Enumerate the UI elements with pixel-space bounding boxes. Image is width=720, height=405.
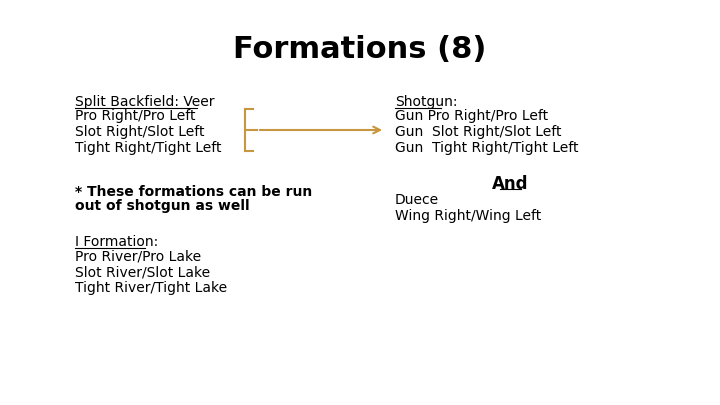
- Text: Pro River/Pro Lake: Pro River/Pro Lake: [75, 249, 201, 263]
- Text: Tight Right/Tight Left: Tight Right/Tight Left: [75, 141, 222, 155]
- Text: Pro Right/Pro Left: Pro Right/Pro Left: [75, 109, 196, 123]
- Text: I Formation:: I Formation:: [75, 235, 158, 249]
- Text: And: And: [492, 175, 528, 193]
- Text: Gun  Tight Right/Tight Left: Gun Tight Right/Tight Left: [395, 141, 578, 155]
- Text: Tight River/Tight Lake: Tight River/Tight Lake: [75, 281, 227, 295]
- Text: Slot Right/Slot Left: Slot Right/Slot Left: [75, 125, 204, 139]
- Text: * These formations can be run: * These formations can be run: [75, 185, 312, 199]
- Text: Split Backfield: Veer: Split Backfield: Veer: [75, 95, 215, 109]
- Text: Shotgun:: Shotgun:: [395, 95, 457, 109]
- Text: Duece: Duece: [395, 193, 439, 207]
- Text: Slot River/Slot Lake: Slot River/Slot Lake: [75, 265, 210, 279]
- Text: Wing Right/Wing Left: Wing Right/Wing Left: [395, 209, 541, 223]
- Text: Gun  Slot Right/Slot Left: Gun Slot Right/Slot Left: [395, 125, 562, 139]
- Text: Gun Pro Right/Pro Left: Gun Pro Right/Pro Left: [395, 109, 548, 123]
- Text: Formations (8): Formations (8): [233, 35, 487, 64]
- Text: out of shotgun as well: out of shotgun as well: [75, 199, 250, 213]
